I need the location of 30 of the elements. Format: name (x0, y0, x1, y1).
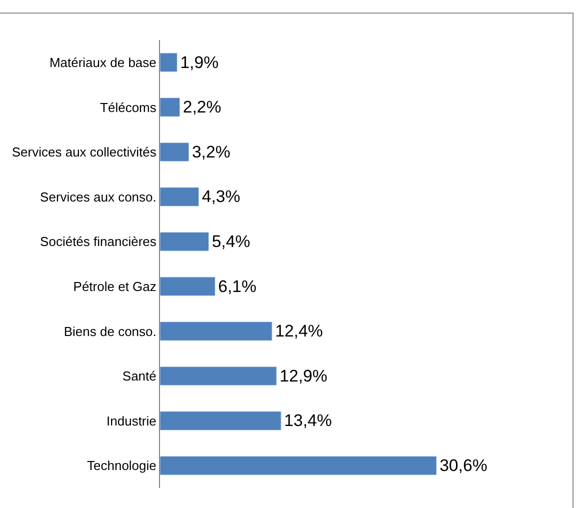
y-tick-label: Sociétés financières (40, 234, 157, 250)
y-tick-label: Industrie (106, 413, 156, 428)
y-tick-label: Services aux conso. (40, 189, 156, 204)
bar (160, 276, 216, 296)
data-label: 4,3% (202, 187, 240, 206)
data-label: 5,4% (212, 232, 250, 252)
y-tick-label: Technologie (87, 458, 156, 474)
data-label: 1,9% (180, 52, 219, 72)
data-label: 3,2% (192, 142, 230, 162)
bar (160, 187, 200, 206)
bar (160, 232, 210, 252)
bar (160, 366, 277, 386)
bar (160, 322, 272, 341)
y-tick-label: Services aux collectivités (12, 144, 157, 160)
data-label: 30,6% (440, 456, 488, 476)
y-tick-label: Pétrole et Gaz (73, 278, 156, 294)
data-label: 2,2% (182, 98, 222, 117)
bar (160, 456, 437, 476)
data-label: 6,1% (218, 276, 257, 296)
y-tick-label: Santé (122, 368, 156, 384)
bar (160, 98, 180, 117)
y-tick-label: Télécoms (100, 100, 157, 115)
y-tick-label: Matériaux de base (49, 54, 156, 70)
data-label: 12,9% (280, 366, 328, 386)
data-label: 13,4% (284, 411, 332, 430)
bar (160, 142, 190, 162)
bar (160, 52, 178, 72)
y-tick-label: Biens de conso. (64, 324, 156, 339)
data-label: 12,4% (275, 322, 323, 341)
bar (160, 411, 282, 430)
